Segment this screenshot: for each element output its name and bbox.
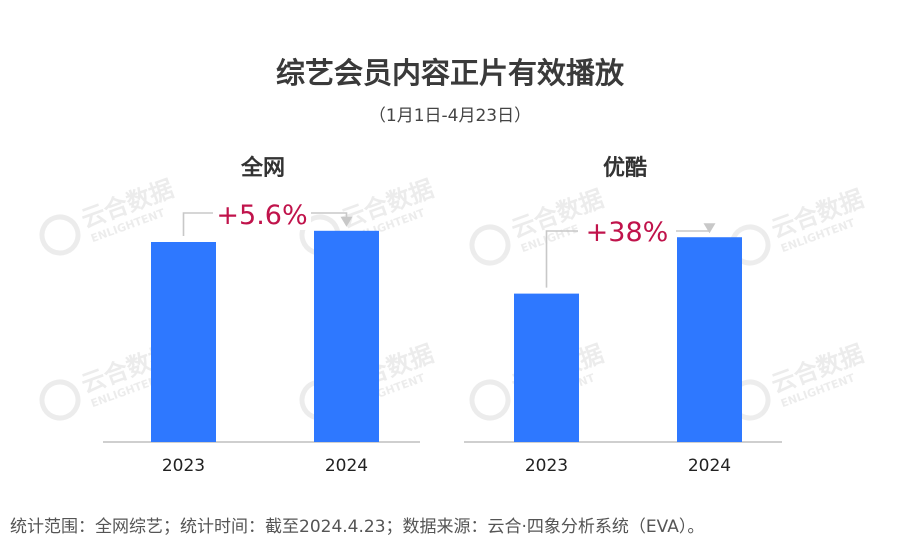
change-label-youku: +38% [586,217,669,248]
change-label-background [578,215,676,247]
x-tick-label-2024: 2024 [325,456,368,476]
bar-all-network-2023 [151,242,216,442]
chart-panel-all-network: 2023 2024 +5.6% [103,198,420,476]
footnote: 统计范围：全网综艺；统计时间：截至2024.4.23；数据来源：云合·四象分析系… [10,517,705,537]
change-label-background [213,198,311,230]
panel-title-all-network: 全网 [240,156,285,181]
change-label-all-network: +5.6% [216,200,307,231]
bar-all-network-2024 [314,230,379,442]
bar-youku-2023 [514,293,579,442]
arrow-head-icon [703,223,716,234]
bar-youku-2024 [677,237,742,442]
panel-title-youku: 优酷 [602,156,647,181]
x-tick-label-2023: 2023 [525,456,568,476]
x-tick-label-2024: 2024 [688,456,731,476]
chart-panel-youku: 2023 2024 +38% [464,215,782,476]
arrow-head-icon [340,216,353,227]
chart-title: 综艺会员内容正片有效播放 [275,56,624,90]
chart-subtitle: （1月1日-4月23日） [368,106,532,126]
x-tick-label-2023: 2023 [162,456,205,476]
